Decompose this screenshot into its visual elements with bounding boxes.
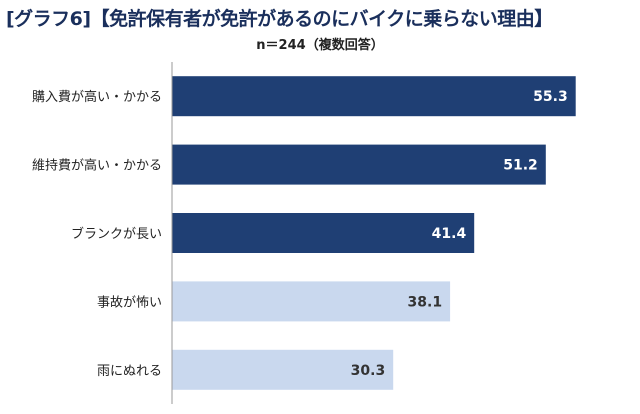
category-label-2: 維持費が高い・かかる	[32, 158, 162, 174]
value-label-4: 38.1	[408, 294, 443, 310]
bar-4	[172, 281, 451, 322]
category-label-1: 購入費が高い・かかる	[32, 89, 162, 105]
category-label-5: 雨にぬれる	[97, 364, 162, 379]
bar-3	[172, 213, 475, 253]
value-label-1: 55.3	[533, 89, 568, 105]
value-label-2: 51.2	[503, 158, 538, 174]
category-label-4: 事故が怖い	[97, 294, 162, 310]
chart-title: [グラフ6]【免許保有者が免許があるのにバイクに乗らない理由】	[6, 8, 553, 30]
value-label-3: 41.4	[432, 226, 467, 242]
bar-2	[172, 144, 546, 185]
value-label-5: 30.3	[351, 363, 386, 379]
category-label-3: ブランクが長い	[71, 226, 162, 242]
bar-5	[172, 349, 394, 390]
chart-subtitle: n＝244（複数回答）	[256, 38, 384, 53]
bar-1	[172, 76, 576, 117]
